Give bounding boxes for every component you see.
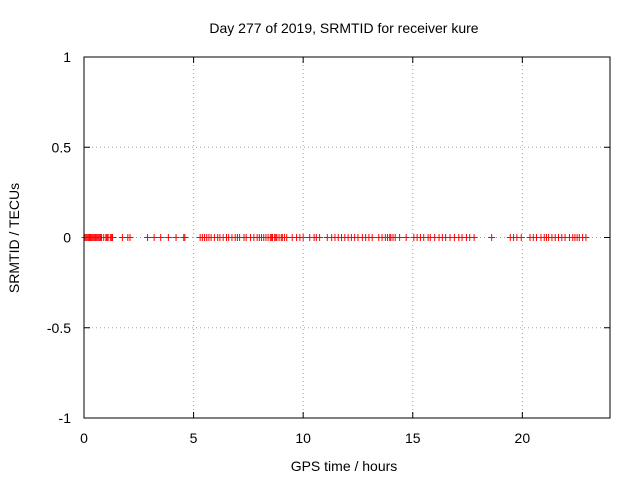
data-point — [126, 234, 134, 241]
data-point — [517, 234, 525, 241]
data-point — [488, 234, 496, 241]
data-point — [144, 234, 152, 241]
data-point — [108, 234, 116, 241]
axis-ticks: 0 5 10 15 20 1 0.5 0 -0.5 -1 — [47, 49, 610, 446]
chart-title: Day 277 of 2019, SRMTID for receiver kur… — [209, 20, 478, 36]
y-tick-label: 0.5 — [52, 139, 72, 155]
data-point — [172, 234, 180, 241]
y-tick-label: 1 — [63, 49, 71, 65]
y-tick-label: -0.5 — [47, 320, 71, 336]
x-tick-label: 0 — [80, 430, 88, 446]
data-point — [316, 234, 324, 241]
data-point — [470, 234, 478, 241]
data-points — [81, 234, 590, 241]
x-tick-label: 10 — [295, 430, 311, 446]
x-tick-label: 15 — [405, 430, 421, 446]
data-point — [164, 234, 172, 241]
data-point — [150, 234, 158, 241]
x-tick-label: 20 — [515, 430, 531, 446]
data-point — [299, 234, 307, 241]
plot-frame — [83, 56, 611, 419]
data-point — [368, 234, 376, 241]
y-tick-label: -1 — [59, 410, 72, 426]
y-axis-label: SRMTID / TECUs — [6, 183, 22, 293]
x-tick-label: 5 — [190, 430, 198, 446]
data-point — [402, 234, 410, 241]
data-point — [181, 234, 189, 241]
data-point — [396, 234, 404, 241]
x-axis-label: GPS time / hours — [291, 458, 398, 474]
data-point — [582, 234, 590, 241]
data-point — [157, 234, 165, 241]
y-tick-label: 0 — [63, 230, 71, 246]
